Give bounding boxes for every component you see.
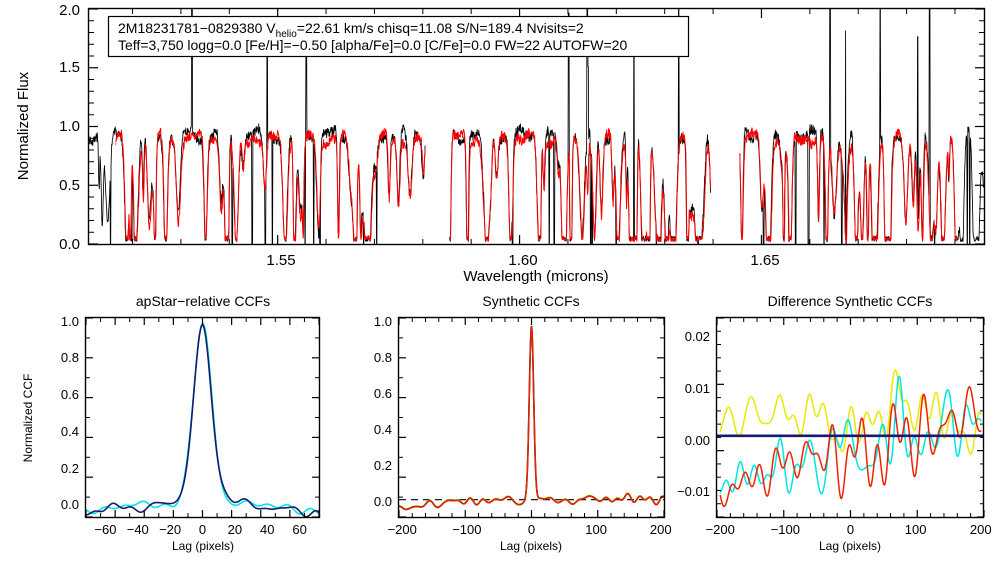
ccf-right-ytick-0: −0.01 (677, 484, 710, 499)
spectrum-frame (87, 7, 986, 246)
ccf-middle-ytick-0: 0.0 (374, 494, 392, 509)
ccf-middle-frame (397, 316, 666, 519)
ccf-left-xtick-labels: −60 −40 −20 0 20 40 60 (94, 522, 306, 537)
spectrum-ytick-labels: 0.0 0.5 1.0 1.5 2.0 (59, 2, 80, 253)
ccf-left-ytick-2: 0.4 (61, 424, 79, 439)
ccf-middle-series-navy (399, 325, 664, 511)
ccf-left-ytick-labels: 0.0 0.2 0.4 0.6 0.8 1.0 (61, 314, 79, 512)
ccf-left-series-cyan (86, 322, 319, 515)
ccf-left-traces (86, 322, 319, 517)
ccf-middle-xtick-4: 200 (650, 522, 672, 537)
spectrum-synthetic-trace (115, 127, 958, 243)
spectrum-ytick-4: 2.0 (59, 2, 80, 19)
spectrum-annotation-line1: 2M18231781−0829380 Vhelio=22.61 km/s chi… (118, 20, 584, 40)
ccf-right-panel: Difference Synthetic CCFs −0.01 0.00 0.0… (677, 293, 992, 553)
spectrum-ylabel: Normalized Flux (15, 71, 32, 180)
ccf-left-ticks (85, 317, 320, 518)
ccf-right-series-red (719, 386, 982, 508)
ccf-left-title: apStar−relative CCFs (136, 293, 270, 309)
ccf-left-series-navy (86, 324, 319, 517)
spectrum-xtick-labels: 1.55 1.60 1.65 (266, 252, 779, 269)
ccf-middle-panel: Synthetic CCFs 0.0 0.2 0.4 0.6 0.8 1.0 −… (374, 293, 672, 553)
spectrum-ytick-1: 0.5 (59, 177, 80, 194)
spectrum-xlabel: Wavelength (microns) (463, 268, 608, 285)
ccf-left-xtick-2: −20 (159, 522, 181, 537)
ccf-right-traces (717, 369, 984, 508)
annotation-params: =22.61 km/s chisq=11.08 S/N=189.4 Nvisit… (297, 20, 584, 36)
ccf-left-ytick-4: 0.8 (61, 350, 79, 365)
ccf-middle-ytick-3: 0.6 (374, 386, 392, 401)
ccf-right-xtick-2: 0 (847, 522, 854, 537)
ccf-middle-xtick-3: 100 (585, 522, 607, 537)
ccf-right-ticks (716, 317, 985, 518)
ccf-middle-xtick-labels: −200 −100 0 100 200 (388, 522, 672, 537)
ccf-right-ytick-2: 0.01 (685, 381, 710, 396)
spectrum-ticks (89, 8, 984, 245)
spectrum-ytick-2: 1.0 (59, 118, 80, 135)
ccf-middle-ytick-4: 0.8 (374, 350, 392, 365)
ccf-right-xtick-labels: −200 −100 0 100 200 (706, 522, 992, 537)
ccf-right-ytick-1: 0.00 (685, 433, 710, 448)
ccf-middle-xlabel: Lag (pixels) (500, 539, 562, 553)
ccf-right-xtick-1: −100 (771, 522, 800, 537)
spectrum-ytick-3: 1.5 (59, 59, 80, 76)
ccf-middle-series-red (399, 325, 664, 511)
ccf-left-panel: apStar−relative CCFs 0.0 0.2 0.4 0.6 0.8… (21, 293, 321, 553)
ccf-left-xtick-0: −60 (94, 522, 116, 537)
ccf-right-xtick-0: −200 (706, 522, 735, 537)
ccf-middle-ytick-5: 1.0 (374, 314, 392, 329)
spectrum-xtick-1: 1.60 (508, 252, 537, 269)
ccf-middle-title: Synthetic CCFs (482, 293, 579, 309)
ccf-left-xtick-5: 40 (260, 522, 274, 537)
annotation-star-id: 2M18231781−0829380 V (118, 20, 276, 36)
spectrum-annotation-box (107, 15, 690, 58)
ccf-left-ytick-5: 1.0 (61, 314, 79, 329)
ccf-right-xlabel: Lag (pixels) (819, 539, 881, 553)
ccf-right-series-yellow (719, 369, 982, 456)
spectrum-annotation-line2: Teff=3,750 logg=0.0 [Fe/H]=−0.50 [alpha/… (118, 37, 627, 53)
ccf-left-ytick-0: 0.0 (61, 497, 79, 512)
ccf-middle-xtick-1: −100 (452, 522, 481, 537)
ccf-right-frame (715, 316, 985, 519)
spectrum-ytick-0: 0.0 (59, 236, 80, 253)
ccf-left-ytick-1: 0.2 (61, 461, 79, 476)
ccf-right-title: Difference Synthetic CCFs (768, 293, 933, 309)
spectrum-xtick-2: 1.65 (750, 252, 779, 269)
ccf-left-ytick-3: 0.6 (61, 387, 79, 402)
ccf-middle-xtick-0: −200 (388, 522, 417, 537)
ccf-middle-ytick-labels: 0.0 0.2 0.4 0.6 0.8 1.0 (374, 314, 392, 509)
annotation-helio-subscript: helio (276, 29, 298, 40)
ccf-middle-ytick-1: 0.2 (374, 458, 392, 473)
ccf-right-xtick-4: 200 (970, 522, 992, 537)
ccf-left-xtick-6: 60 (292, 522, 306, 537)
ccf-middle-ticks (398, 317, 665, 518)
ccf-left-ylabel: Normalized CCF (21, 374, 35, 463)
ccf-left-xtick-4: 20 (228, 522, 242, 537)
ccf-left-xtick-1: −40 (127, 522, 149, 537)
spectrum-traces (89, 9, 984, 244)
ccf-left-xtick-3: 0 (199, 522, 206, 537)
ccf-right-ytick-labels: −0.01 0.00 0.01 0.02 (677, 329, 710, 499)
ccf-left-frame (84, 316, 321, 519)
ccf-middle-series-yellow (399, 325, 664, 510)
ccf-right-xtick-3: 100 (905, 522, 927, 537)
ccf-left-xlabel: Lag (pixels) (172, 539, 234, 553)
ccf-middle-xtick-2: 0 (528, 522, 535, 537)
spectrum-panel: 0.0 0.5 1.0 1.5 2.0 1.55 1.60 1.65 Wavel… (15, 2, 986, 285)
ccf-middle-ytick-2: 0.4 (374, 422, 392, 437)
spectrum-xtick-0: 1.55 (266, 252, 295, 269)
ccf-middle-traces (399, 325, 664, 511)
ccf-right-ytick-3: 0.02 (685, 329, 710, 344)
